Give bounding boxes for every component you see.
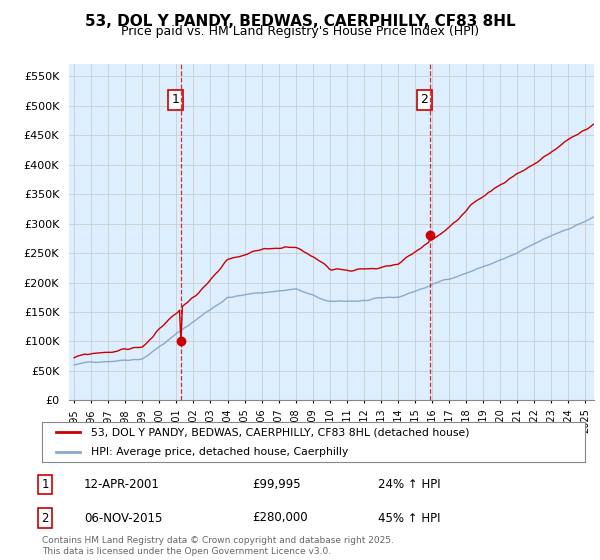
Text: £99,995: £99,995 bbox=[252, 478, 301, 491]
Text: 45% ↑ HPI: 45% ↑ HPI bbox=[378, 511, 440, 525]
Text: Contains HM Land Registry data © Crown copyright and database right 2025.
This d: Contains HM Land Registry data © Crown c… bbox=[42, 536, 394, 556]
Text: 2: 2 bbox=[421, 94, 428, 106]
Text: £280,000: £280,000 bbox=[252, 511, 308, 525]
Text: Price paid vs. HM Land Registry's House Price Index (HPI): Price paid vs. HM Land Registry's House … bbox=[121, 25, 479, 38]
Text: 1: 1 bbox=[41, 478, 49, 491]
Text: 06-NOV-2015: 06-NOV-2015 bbox=[84, 511, 163, 525]
Text: 1: 1 bbox=[172, 94, 180, 106]
Text: 24% ↑ HPI: 24% ↑ HPI bbox=[378, 478, 440, 491]
Text: 12-APR-2001: 12-APR-2001 bbox=[84, 478, 160, 491]
Text: 53, DOL Y PANDY, BEDWAS, CAERPHILLY, CF83 8HL (detached house): 53, DOL Y PANDY, BEDWAS, CAERPHILLY, CF8… bbox=[91, 427, 469, 437]
Text: HPI: Average price, detached house, Caerphilly: HPI: Average price, detached house, Caer… bbox=[91, 446, 348, 456]
Text: 53, DOL Y PANDY, BEDWAS, CAERPHILLY, CF83 8HL: 53, DOL Y PANDY, BEDWAS, CAERPHILLY, CF8… bbox=[85, 14, 515, 29]
Text: 2: 2 bbox=[41, 511, 49, 525]
